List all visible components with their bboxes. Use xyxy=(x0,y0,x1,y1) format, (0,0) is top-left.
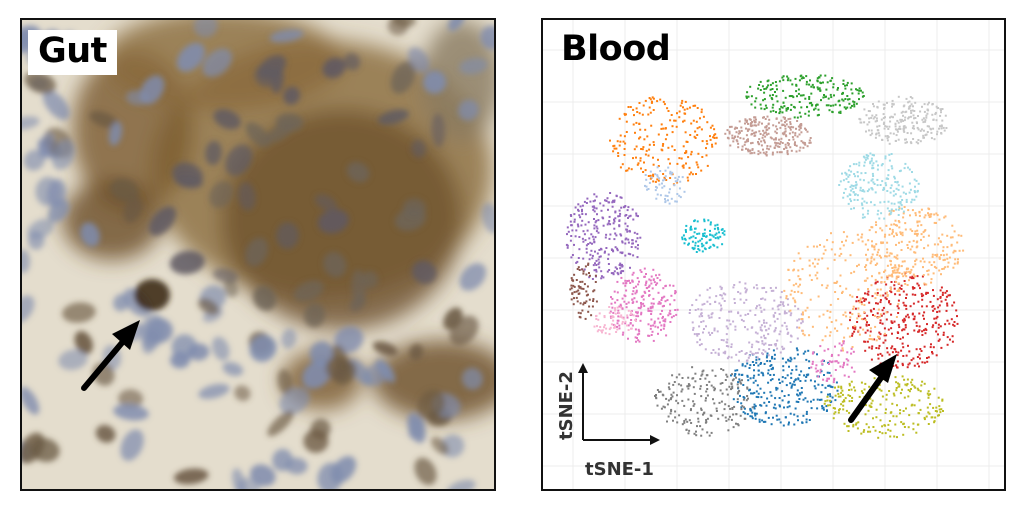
tsne-scatter-plot: tSNE-1 tSNE-2 xyxy=(543,20,1004,489)
gut-tissue-panel: Gut xyxy=(20,18,496,491)
x-axis-label: tSNE-1 xyxy=(585,459,654,480)
y-axis-label: tSNE-2 xyxy=(556,371,577,440)
blood-panel-label: Blood xyxy=(561,29,671,69)
arrow-icon xyxy=(848,354,897,423)
arrow-icon xyxy=(81,320,140,391)
gut-tissue-image xyxy=(22,20,494,489)
tsne-axes: tSNE-1 tSNE-2 xyxy=(556,363,660,480)
blood-tsne-panel: tSNE-1 tSNE-2 Blood xyxy=(541,18,1006,491)
gut-panel-label: Gut xyxy=(28,30,117,75)
